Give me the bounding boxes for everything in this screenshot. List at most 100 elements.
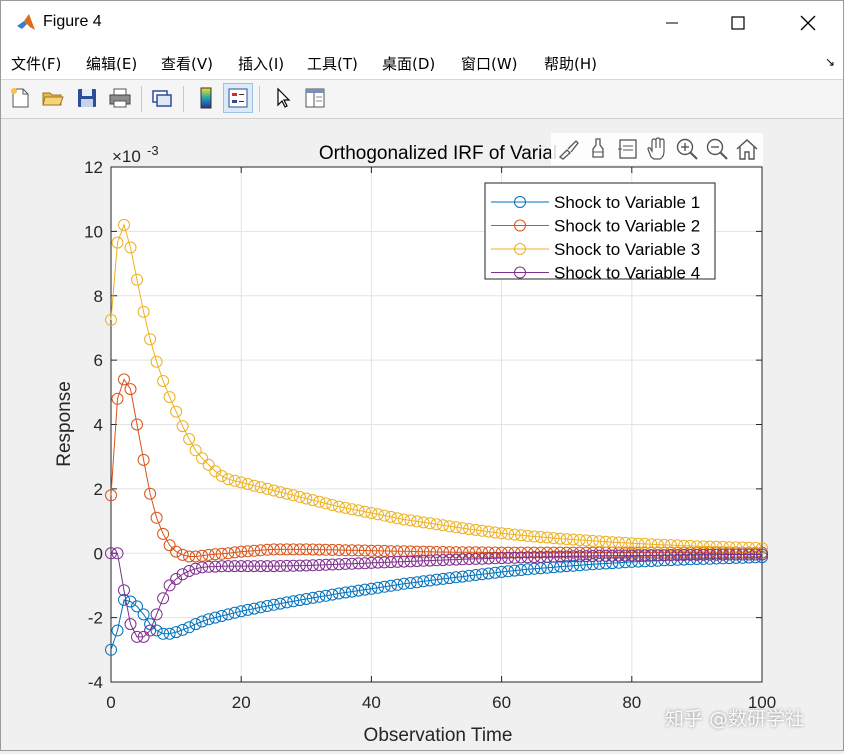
data-point [463, 523, 476, 536]
menu-tools[interactable]: 工具(T) [307, 55, 358, 73]
menu-help[interactable]: 帮助(H) [544, 55, 597, 73]
data-point [730, 548, 742, 561]
zoom-in-button[interactable] [676, 138, 698, 160]
data-point [437, 554, 449, 567]
data-point [111, 624, 124, 637]
pan-button[interactable] [647, 137, 665, 160]
data-point [105, 643, 117, 656]
data-point [267, 543, 280, 556]
brush-button[interactable] [558, 140, 579, 160]
data-point [306, 494, 319, 507]
data-point [580, 558, 593, 571]
data-point [573, 534, 586, 546]
link-plot-button[interactable] [147, 83, 177, 113]
data-point [541, 550, 554, 563]
irf-chart[interactable]: 0 20 40 60 80 100 -4 -2 0 2 4 6 8 10 12 Orthogonalized… [1, 119, 843, 750]
data-point [365, 582, 378, 595]
data-point [469, 569, 482, 581]
data-point [469, 546, 482, 559]
data-point [443, 520, 456, 533]
data-point [365, 507, 378, 519]
data-point [118, 218, 130, 231]
data-tips-button[interactable] [592, 138, 604, 158]
y-tick-label: -4 [88, 673, 103, 692]
series-1[interactable] [105, 551, 768, 656]
data-point [300, 593, 313, 605]
zoom-out-button[interactable] [706, 138, 728, 160]
restore-view-button[interactable] [618, 139, 637, 159]
property-editor-button[interactable] [300, 83, 330, 113]
data-point [378, 556, 391, 569]
menu-file[interactable]: 文件(F) [11, 55, 62, 73]
print-button[interactable] [105, 83, 135, 113]
data-point [580, 534, 593, 547]
maximize-button[interactable] [715, 1, 761, 45]
y-axis-label: Response [54, 381, 75, 467]
insert-legend-button[interactable] [223, 83, 253, 113]
toolbar-separator [141, 86, 142, 112]
data-point [163, 391, 176, 404]
data-point [332, 500, 345, 513]
data-point [105, 313, 117, 326]
series-4[interactable] [105, 547, 768, 643]
data-point [228, 606, 241, 619]
edit-plot-button[interactable] [268, 83, 298, 113]
data-point [397, 545, 410, 558]
colorbar-icon [200, 87, 212, 109]
pointer-icon [277, 87, 291, 108]
data-point [567, 559, 580, 572]
data-point [573, 559, 586, 572]
menu-edit[interactable]: 编辑(E) [86, 55, 138, 73]
legend-item[interactable]: Shock to Variable 1 [491, 193, 700, 212]
data-point [736, 548, 749, 561]
data-tips-icon [592, 138, 604, 158]
data-point [424, 545, 436, 558]
menu-window[interactable]: 窗口(W) [461, 55, 518, 73]
data-point [437, 546, 449, 558]
data-point [254, 560, 267, 573]
new-figure-button[interactable] [5, 83, 35, 113]
data-point [144, 333, 157, 346]
data-point [541, 531, 554, 544]
home-button[interactable] [736, 138, 758, 160]
data-point [723, 541, 736, 554]
data-point [404, 545, 417, 558]
data-point [404, 577, 417, 589]
legend-item[interactable]: Shock to Variable 2 [491, 217, 700, 236]
data-point [196, 452, 209, 465]
menu-view[interactable]: 查看(V) [161, 55, 213, 73]
series-line [111, 552, 762, 638]
data-point [625, 537, 638, 550]
data-point [163, 579, 176, 592]
insert-colorbar-button[interactable] [191, 83, 221, 113]
data-point [189, 618, 202, 631]
legend[interactable]: Shock to Variable 1 Shock to Variable 2 Sh… [484, 182, 716, 283]
close-button[interactable] [785, 1, 831, 45]
dock-arrow-icon[interactable]: ↘ [824, 55, 835, 69]
legend-item[interactable]: Shock to Variable 4 [491, 264, 700, 283]
data-point [352, 504, 365, 517]
data-point [183, 565, 196, 577]
data-point [365, 556, 378, 569]
menu-insert[interactable]: 插入(I) [238, 55, 285, 73]
data-point [658, 538, 671, 551]
menu-desktop[interactable]: 桌面(D) [382, 55, 436, 73]
save-button[interactable] [72, 83, 102, 113]
data-point [411, 515, 423, 528]
data-point [586, 550, 599, 562]
minimize-button[interactable] [649, 1, 695, 45]
data-point [248, 544, 261, 557]
data-point [345, 503, 358, 516]
data-point [534, 531, 547, 543]
data-point [612, 546, 625, 559]
data-point [339, 501, 352, 514]
data-point [489, 552, 502, 565]
data-point [241, 545, 254, 558]
data-point [502, 527, 515, 540]
series-3[interactable] [105, 218, 768, 555]
data-point [196, 615, 209, 628]
open-file-button[interactable] [38, 83, 68, 113]
legend-item[interactable]: Shock to Variable 3 [491, 240, 700, 259]
data-point [554, 560, 567, 573]
data-point [411, 545, 423, 558]
